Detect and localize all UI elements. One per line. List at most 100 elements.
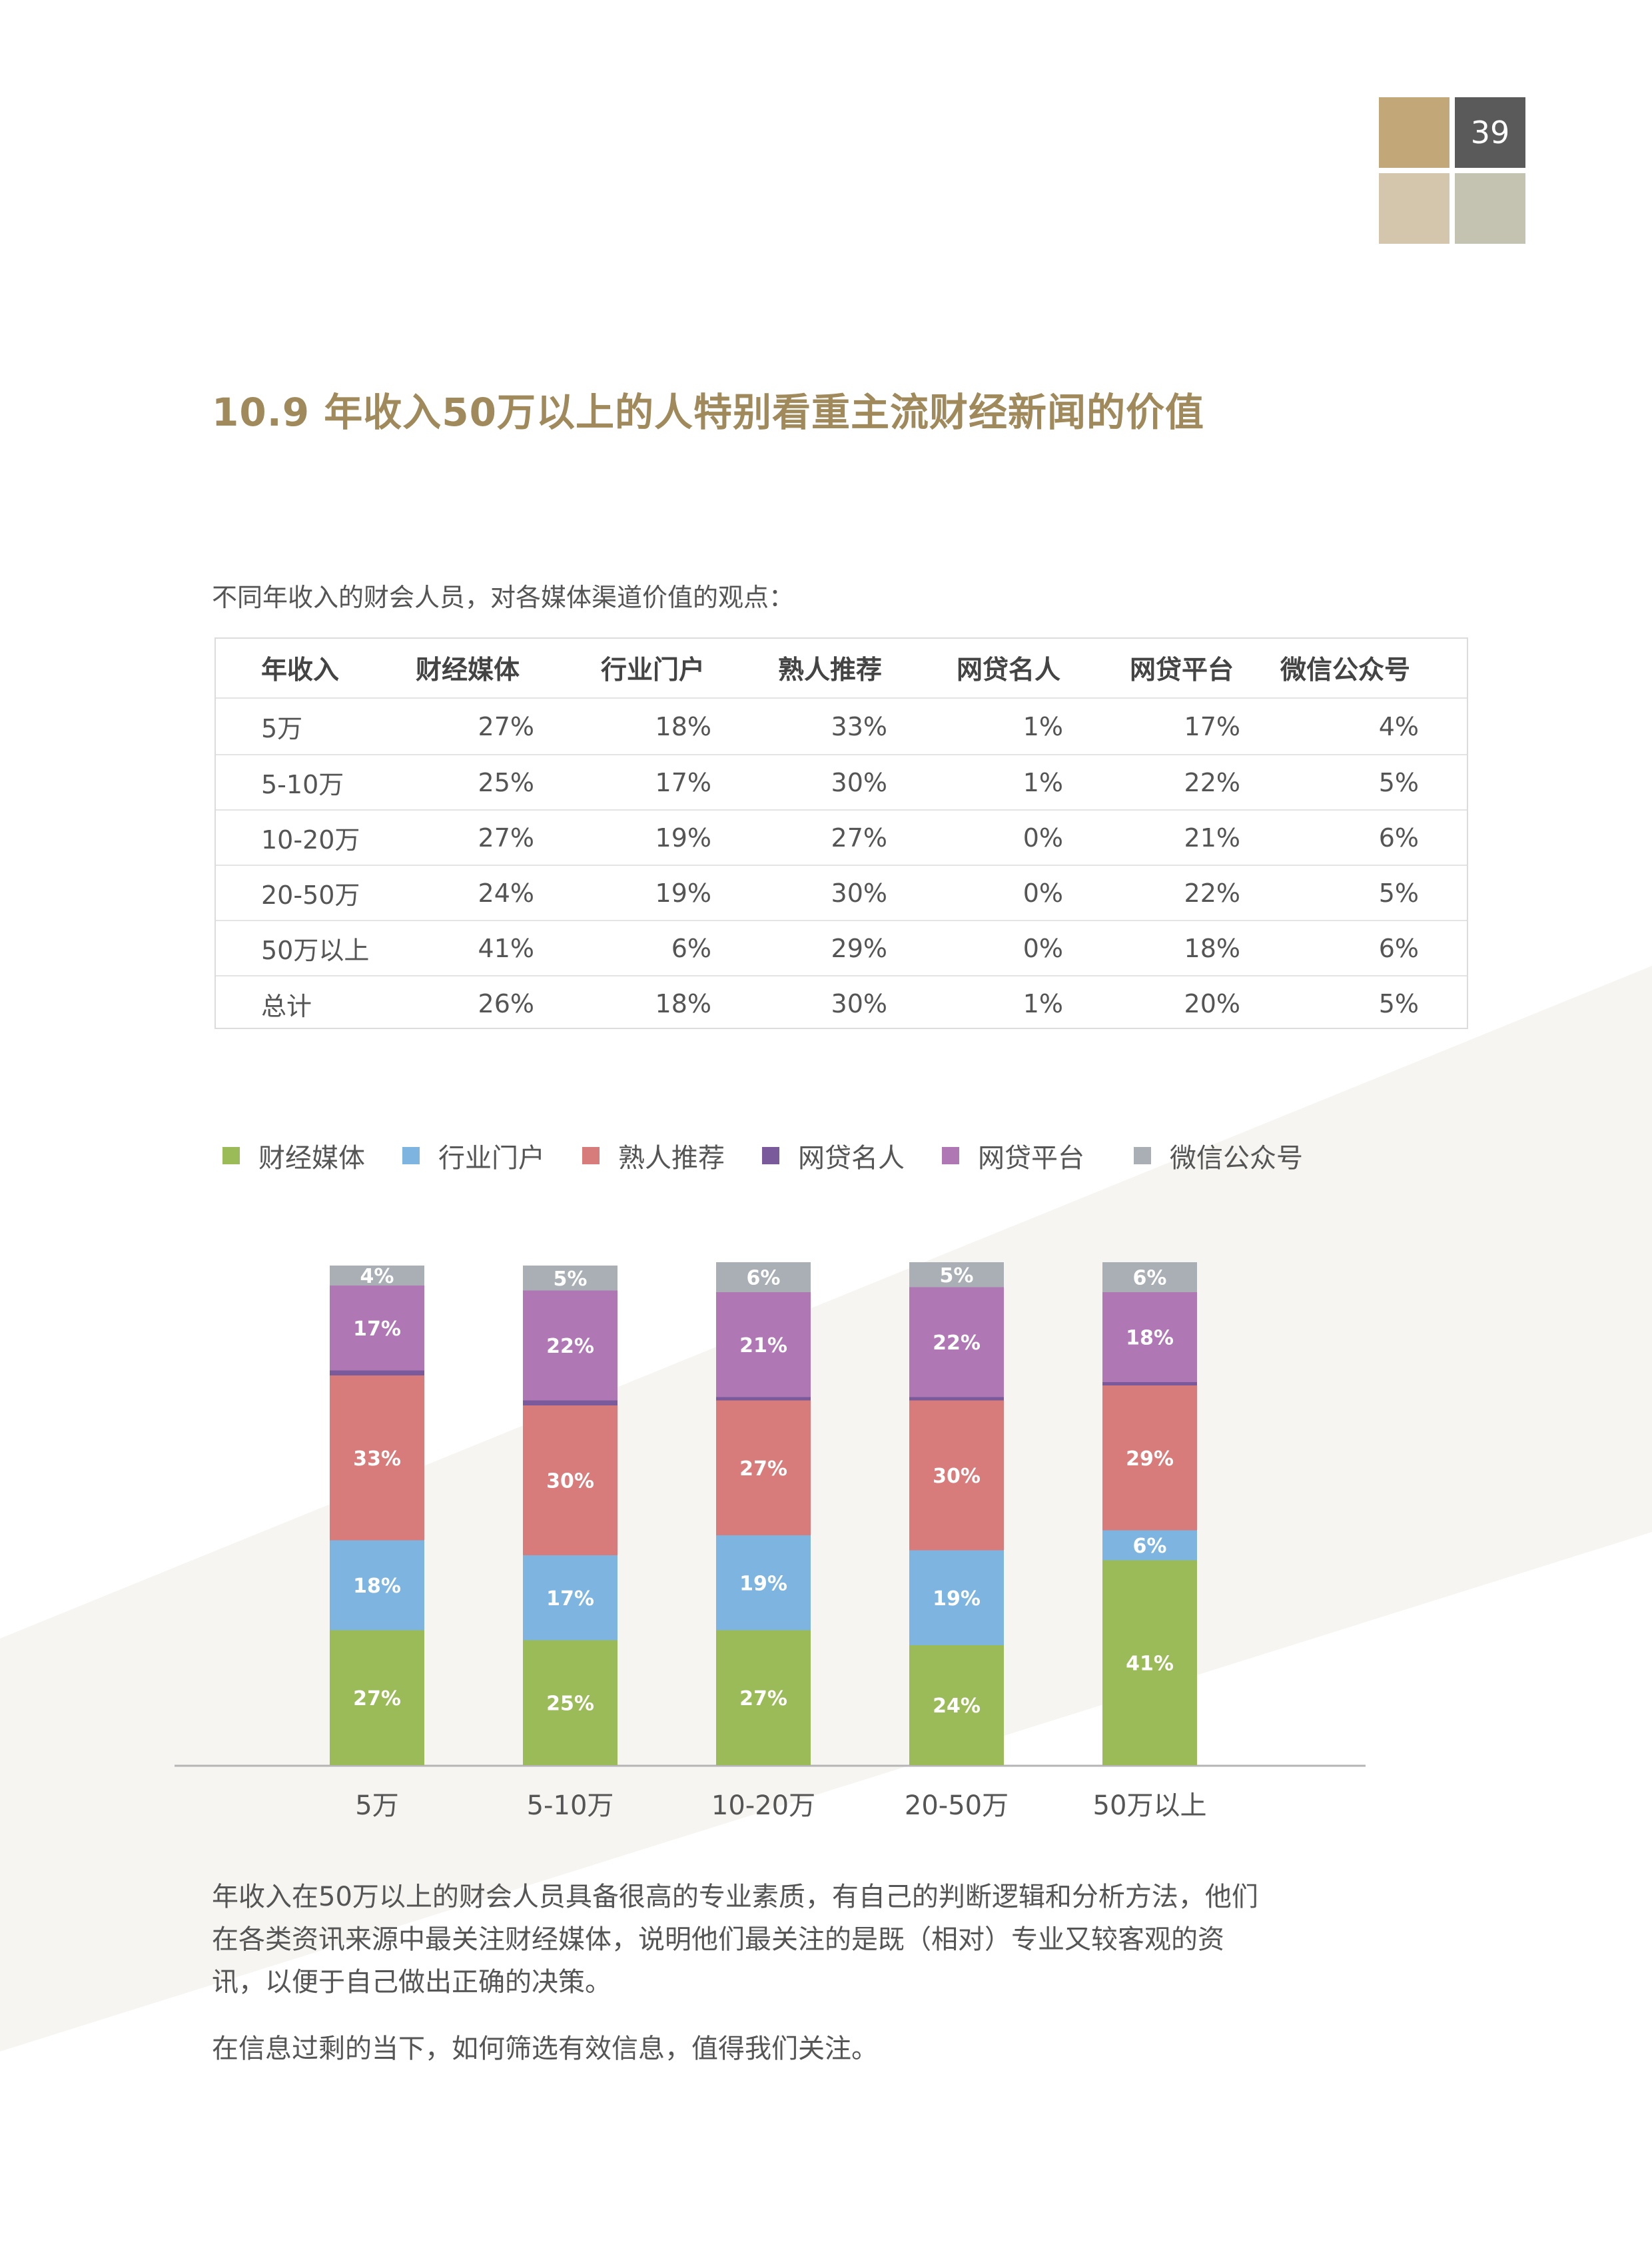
value-cell: 27% bbox=[478, 711, 534, 741]
value-cell: 25% bbox=[478, 767, 534, 797]
value-cell: 30% bbox=[831, 767, 887, 797]
analysis-paragraph: 年收入在50万以上的财会人员具备很高的专业素质，有自己的判断逻辑和分析方法，他们… bbox=[212, 1876, 1258, 2004]
value-cell: 5% bbox=[1378, 989, 1419, 1018]
data-label: 30% bbox=[546, 1470, 594, 1493]
legend-item: 行业门户 bbox=[402, 1136, 545, 1175]
data-label: 18% bbox=[1126, 1327, 1174, 1350]
value-cell: 1% bbox=[1023, 711, 1063, 741]
table-header-row: 年收入 财经媒体 行业门户 熟人推荐 网贷名人 网贷平台 微信公众号 bbox=[216, 639, 1467, 699]
bar-segment bbox=[716, 1630, 811, 1765]
row-label-cell: 50万以上 bbox=[261, 936, 370, 965]
value-cell: 1% bbox=[1023, 989, 1063, 1018]
legend-item: 财经媒体 bbox=[222, 1136, 365, 1175]
data-label: 6% bbox=[747, 1267, 781, 1290]
bar-segment bbox=[909, 1645, 1004, 1765]
value-cell: 30% bbox=[831, 878, 887, 908]
bar-segment bbox=[523, 1266, 618, 1291]
category-label: 20-50万 bbox=[905, 1790, 1009, 1821]
bar-segment bbox=[1102, 1385, 1197, 1531]
data-label: 22% bbox=[933, 1331, 981, 1355]
value-cell: 19% bbox=[655, 823, 711, 853]
legend-swatch bbox=[942, 1147, 959, 1164]
legend-label: 行业门户 bbox=[438, 1143, 545, 1174]
data-label: 17% bbox=[353, 1317, 401, 1341]
data-label: 30% bbox=[933, 1465, 981, 1488]
data-label: 33% bbox=[353, 1447, 401, 1471]
value-cell: 33% bbox=[831, 711, 887, 741]
value-cell: 17% bbox=[1184, 711, 1240, 741]
table-row: 20-50万 24% 19% 30% 0% 22% 5% bbox=[216, 866, 1467, 921]
value-cell: 5% bbox=[1378, 878, 1419, 908]
value-cell: 6% bbox=[1378, 823, 1419, 853]
value-cell: 24% bbox=[478, 878, 534, 908]
row-label-cell: 10-20万 bbox=[261, 825, 360, 855]
page-number: 39 bbox=[1455, 97, 1525, 168]
data-label: 24% bbox=[933, 1694, 981, 1718]
value-cell: 27% bbox=[831, 823, 887, 853]
data-label: 29% bbox=[1126, 1447, 1174, 1471]
value-cell: 26% bbox=[478, 989, 534, 1018]
table-row: 10-20万 27% 19% 27% 0% 21% 6% bbox=[216, 811, 1467, 866]
value-cell: 21% bbox=[1184, 823, 1240, 853]
legend-item: 网贷平台 bbox=[942, 1136, 1084, 1175]
header-cell: 微信公众号 bbox=[1280, 655, 1411, 685]
row-label-cell: 5万 bbox=[261, 714, 303, 743]
category-label: 10-20万 bbox=[711, 1790, 815, 1821]
value-cell: 17% bbox=[655, 767, 711, 797]
badge-square-gold bbox=[1379, 97, 1449, 168]
bar-segment bbox=[523, 1290, 618, 1401]
row-label-cell: 总计 bbox=[261, 991, 312, 1021]
data-label: 27% bbox=[353, 1687, 401, 1710]
bar-segment bbox=[330, 1630, 424, 1765]
data-label: 22% bbox=[546, 1335, 594, 1358]
bar-segment bbox=[909, 1262, 1004, 1288]
legend-item: 熟人推荐 bbox=[582, 1136, 725, 1175]
bar-segment bbox=[716, 1292, 811, 1397]
bar-segment bbox=[1102, 1292, 1197, 1382]
legend-label: 熟人推荐 bbox=[618, 1143, 725, 1174]
data-label: 5% bbox=[940, 1264, 974, 1288]
value-cell: 22% bbox=[1184, 878, 1240, 908]
bar-segment bbox=[330, 1540, 424, 1631]
data-label: 41% bbox=[1126, 1652, 1174, 1675]
legend-swatch bbox=[222, 1147, 240, 1164]
income-media-table: 年收入 财经媒体 行业门户 熟人推荐 网贷名人 网贷平台 微信公众号 5万 27%… bbox=[214, 637, 1468, 1029]
value-cell: 18% bbox=[1184, 933, 1240, 963]
closing-paragraph: 在信息过剩的当下，如何筛选有效信息，值得我们关注。 bbox=[212, 2034, 878, 2064]
legend-swatch bbox=[582, 1147, 600, 1164]
data-label: 19% bbox=[933, 1587, 981, 1611]
legend-label: 网贷平台 bbox=[978, 1143, 1084, 1174]
value-cell: 4% bbox=[1378, 711, 1419, 741]
bar-segment bbox=[330, 1375, 424, 1541]
data-label: 25% bbox=[546, 1692, 594, 1715]
legend-item: 网贷名人 bbox=[762, 1136, 905, 1175]
header-cell: 行业门户 bbox=[601, 655, 705, 685]
bar-segment bbox=[330, 1370, 424, 1375]
bar-segment bbox=[330, 1286, 424, 1371]
row-label-cell: 5-10万 bbox=[261, 770, 344, 799]
value-cell: 5% bbox=[1378, 767, 1419, 797]
badge-square-beige bbox=[1379, 173, 1449, 244]
bar-segment bbox=[716, 1400, 811, 1535]
value-cell: 29% bbox=[831, 933, 887, 963]
value-cell: 0% bbox=[1023, 823, 1063, 853]
value-cell: 1% bbox=[1023, 767, 1063, 797]
bar-segment bbox=[523, 1400, 618, 1405]
bar-segment bbox=[1102, 1382, 1197, 1385]
bar-segment bbox=[523, 1555, 618, 1641]
legend-label: 网贷名人 bbox=[798, 1143, 905, 1174]
legend-label: 财经媒体 bbox=[258, 1143, 365, 1174]
category-label: 5-10万 bbox=[527, 1790, 614, 1821]
badge-square-grey bbox=[1455, 173, 1525, 244]
data-label: 5% bbox=[554, 1268, 588, 1291]
data-label: 4% bbox=[360, 1265, 394, 1288]
table-intro: 不同年收入的财会人员，对各媒体渠道价值的观点： bbox=[212, 583, 795, 612]
value-cell: 19% bbox=[655, 878, 711, 908]
data-label: 27% bbox=[739, 1687, 787, 1710]
legend-swatch bbox=[762, 1147, 779, 1164]
row-label-cell: 20-50万 bbox=[261, 881, 360, 910]
bar-segment bbox=[909, 1400, 1004, 1551]
bar-segment bbox=[1102, 1530, 1197, 1561]
